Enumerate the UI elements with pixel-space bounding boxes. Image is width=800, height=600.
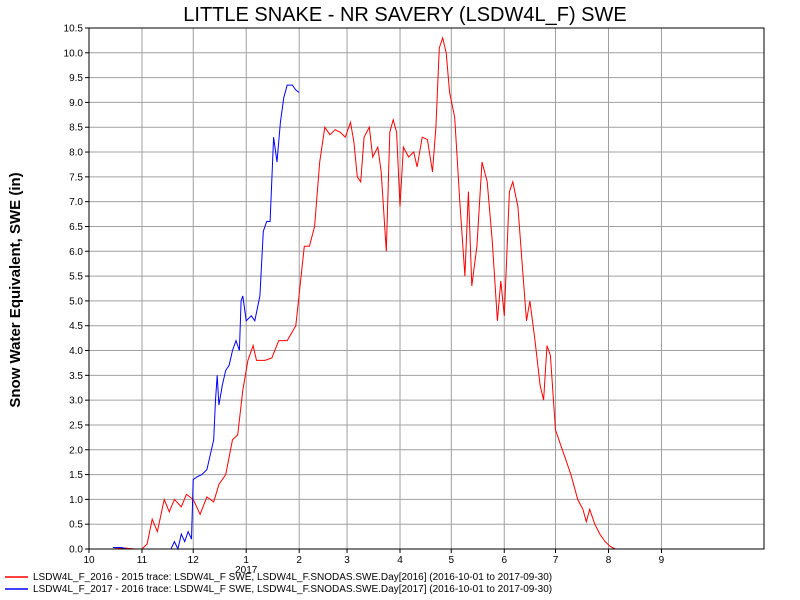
series-line bbox=[112, 84, 300, 551]
x-tick-label: 4 bbox=[397, 555, 403, 566]
x-tick-label: 8 bbox=[606, 555, 612, 566]
y-tick-label: 5.0 bbox=[69, 296, 83, 307]
series-line bbox=[112, 36, 616, 550]
legend-item: LSDW4L_F_2017 - 2016 trace: LSDW4L_F SWE… bbox=[5, 584, 552, 595]
y-tick-label: 10.5 bbox=[64, 24, 84, 35]
x-tick-label: 2 bbox=[296, 555, 302, 566]
y-tick-label: 3.5 bbox=[69, 371, 83, 382]
y-tick-label: 0.0 bbox=[69, 545, 83, 556]
y-tick-label: 8.5 bbox=[69, 123, 83, 134]
series-layer bbox=[112, 36, 616, 551]
y-tick-label: 9.0 bbox=[69, 98, 83, 109]
y-tick-label: 0.5 bbox=[69, 520, 83, 531]
x-tick-label: 6 bbox=[501, 555, 507, 566]
y-axis-label: Snow Water Equivalent, SWE (in) bbox=[7, 172, 24, 407]
x-tick-label: 7 bbox=[553, 555, 559, 566]
legend-item: LSDW4L_F_2016 - 2015 trace: LSDW4L_F SWE… bbox=[5, 572, 552, 583]
y-tick-label: 2.5 bbox=[69, 420, 83, 431]
x-tick-label: 11 bbox=[137, 555, 148, 566]
y-tick-label: 5.5 bbox=[69, 272, 83, 283]
y-tick-label: 6.5 bbox=[69, 222, 83, 233]
x-tick-label: 9 bbox=[659, 555, 665, 566]
y-axis: 0.0 0.5 1.0 1.5 2.0 2.5 3.0 3.5 4.0 4.5 5.0 5.5 6.0 6… bbox=[64, 24, 89, 556]
y-tick-label: 7.5 bbox=[69, 172, 83, 183]
x-tick-label: 3 bbox=[344, 555, 350, 566]
y-tick-label: 6.0 bbox=[69, 247, 83, 258]
y-tick-label: 3.0 bbox=[69, 396, 83, 407]
y-tick-label: 1.5 bbox=[69, 470, 83, 481]
legend-label: LSDW4L_F_2016 - 2015 trace: LSDW4L_F SWE… bbox=[33, 572, 552, 583]
x-tick-label: 12 bbox=[188, 555, 200, 566]
y-tick-label: 8.0 bbox=[69, 148, 83, 159]
y-tick-label: 2.0 bbox=[69, 445, 83, 456]
y-tick-label: 1.0 bbox=[69, 495, 83, 506]
x-tick-label: 1 bbox=[243, 555, 249, 566]
chart-title: LITTLE SNAKE - NR SAVERY (LSDW4L_F) SWE bbox=[183, 4, 626, 26]
y-tick-label: 10.0 bbox=[64, 48, 84, 59]
legend-label: LSDW4L_F_2017 - 2016 trace: LSDW4L_F SWE… bbox=[33, 584, 552, 595]
y-tick-label: 9.5 bbox=[69, 73, 83, 84]
x-tick-label: 10 bbox=[83, 555, 95, 566]
series-2 bbox=[112, 84, 300, 551]
series-1 bbox=[112, 36, 616, 550]
legend: LSDW4L_F_2016 - 2015 trace: LSDW4L_F SWE… bbox=[5, 572, 552, 595]
plot-area-frame bbox=[88, 27, 765, 550]
x-tick-label: 5 bbox=[448, 555, 454, 566]
y-tick-label: 7.0 bbox=[69, 197, 83, 208]
y-tick-label: 4.0 bbox=[69, 346, 83, 357]
x-year-label: 2017 bbox=[235, 565, 258, 576]
y-tick-label: 4.5 bbox=[69, 321, 83, 332]
grid bbox=[89, 27, 764, 549]
